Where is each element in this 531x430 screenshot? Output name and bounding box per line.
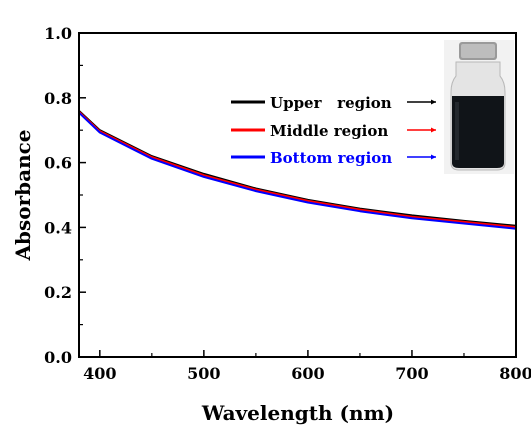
- legend: Upper region Middle region Bottom region: [231, 94, 436, 167]
- vial-photo-icon: [444, 40, 514, 174]
- y-tick-label-3: 0.6: [44, 154, 72, 173]
- x-tick-label-1: 500: [187, 364, 220, 383]
- legend-entry-middle: Middle region: [231, 122, 436, 140]
- legend-label-middle: Middle region: [270, 122, 388, 140]
- y-tick-label-5: 1.0: [44, 24, 72, 43]
- series-line-1: [78, 110, 517, 229]
- legend-entry-upper: Upper region: [231, 94, 436, 112]
- x-tick-label-2: 600: [291, 364, 324, 383]
- y-tick-label-0: 0.0: [44, 348, 72, 367]
- legend-arrow-upper: [431, 99, 436, 105]
- y-tick-label-4: 0.8: [44, 89, 72, 108]
- legend-arrow-middle: [431, 127, 436, 133]
- x-tick-label-3: 700: [395, 364, 428, 383]
- y-tick-label-2: 0.4: [44, 218, 72, 237]
- series-line-2: [78, 111, 517, 230]
- x-axis-title: Wavelength (nm): [201, 401, 394, 425]
- y-tick-label-1: 0.2: [44, 283, 72, 302]
- ticks-layer: 400 500 600 700 800 0.0 0.2 0.4 0.6 0.8 1.0: [44, 24, 531, 383]
- legend-label-upper: Upper region: [270, 94, 392, 112]
- x-tick-label-4: 800: [499, 364, 531, 383]
- x-tick-label-0: 400: [83, 364, 116, 383]
- legend-arrow-bottom: [431, 154, 436, 160]
- legend-label-bottom: Bottom region: [270, 149, 392, 167]
- y-axis-title: Absorbance: [11, 129, 35, 261]
- legend-entry-bottom: Bottom region: [231, 149, 436, 167]
- series-layer: [78, 110, 517, 230]
